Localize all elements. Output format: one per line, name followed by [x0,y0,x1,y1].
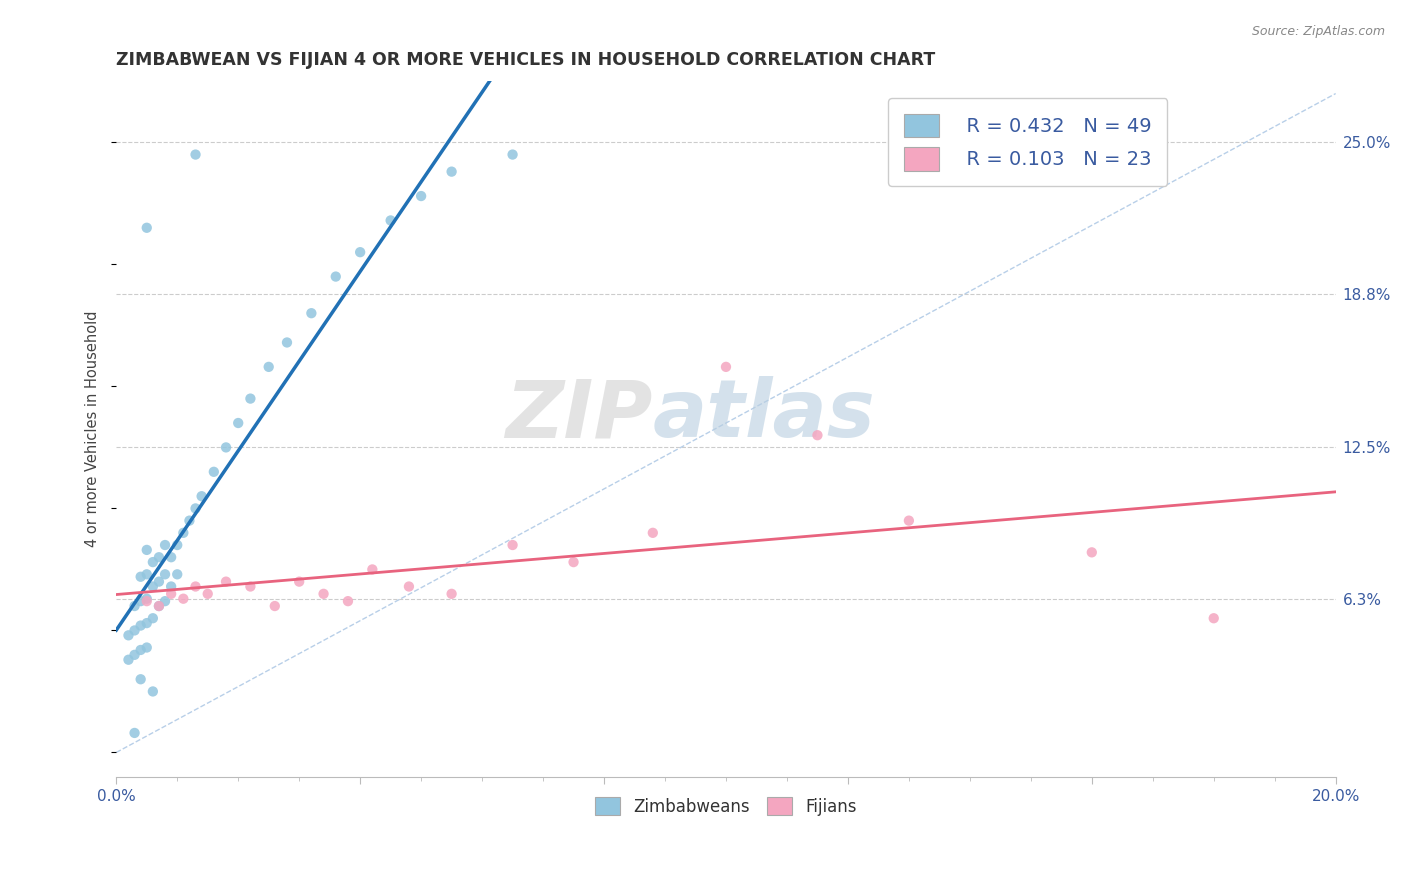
Point [257,359,280,374]
Point [190,489,212,503]
Text: Source: ZipAtlas.com: Source: ZipAtlas.com [1251,25,1385,38]
Point [129,643,152,657]
Point [124,648,146,662]
Point [440,164,463,178]
Point [502,147,524,161]
Point [184,147,207,161]
Point [641,525,664,540]
Point [1202,611,1225,625]
Point [160,550,183,565]
Point [440,587,463,601]
Point [411,189,433,203]
Point [502,538,524,552]
Point [806,428,828,442]
Y-axis label: 4 or more Vehicles in Household: 4 or more Vehicles in Household [86,310,100,548]
Point [129,618,152,632]
Point [239,392,262,406]
Point [179,514,201,528]
Point [325,269,347,284]
Point [215,441,238,455]
Point [129,672,152,686]
Point [226,416,249,430]
Point [129,594,152,608]
Point [336,594,359,608]
Point [288,574,311,589]
Point [148,550,170,565]
Point [714,359,737,374]
Point [153,538,176,552]
Point [202,465,225,479]
Point [135,640,157,655]
Point [129,570,152,584]
Text: atlas: atlas [652,376,876,454]
Point [349,245,371,260]
Point [135,220,157,235]
Point [897,514,920,528]
Point [142,684,165,698]
Point [239,580,262,594]
Point [135,567,157,582]
Point [124,599,146,613]
Point [135,594,157,608]
Point [215,574,238,589]
Point [142,611,165,625]
Point [276,335,298,350]
Point [166,567,188,582]
Point [166,538,188,552]
Text: ZIMBABWEAN VS FIJIAN 4 OR MORE VEHICLES IN HOUSEHOLD CORRELATION CHART: ZIMBABWEAN VS FIJIAN 4 OR MORE VEHICLES … [117,51,935,69]
Point [135,542,157,557]
Point [172,525,194,540]
Point [135,591,157,606]
Legend: Zimbabweans, Fijians: Zimbabweans, Fijians [586,789,865,824]
Point [380,213,402,227]
Point [160,587,183,601]
Point [184,580,207,594]
Point [172,591,194,606]
Point [117,653,139,667]
Point [153,567,176,582]
Point [142,580,165,594]
Text: ZIP: ZIP [505,376,652,454]
Point [197,587,219,601]
Point [398,580,420,594]
Point [160,580,183,594]
Point [562,555,585,569]
Point [148,599,170,613]
Point [148,599,170,613]
Point [263,599,285,613]
Point [184,501,207,516]
Point [299,306,322,320]
Point [135,616,157,631]
Point [117,628,139,642]
Point [312,587,335,601]
Point [153,594,176,608]
Point [1081,545,1104,559]
Point [148,574,170,589]
Point [361,562,384,576]
Point [142,555,165,569]
Point [124,624,146,638]
Point [124,726,146,740]
